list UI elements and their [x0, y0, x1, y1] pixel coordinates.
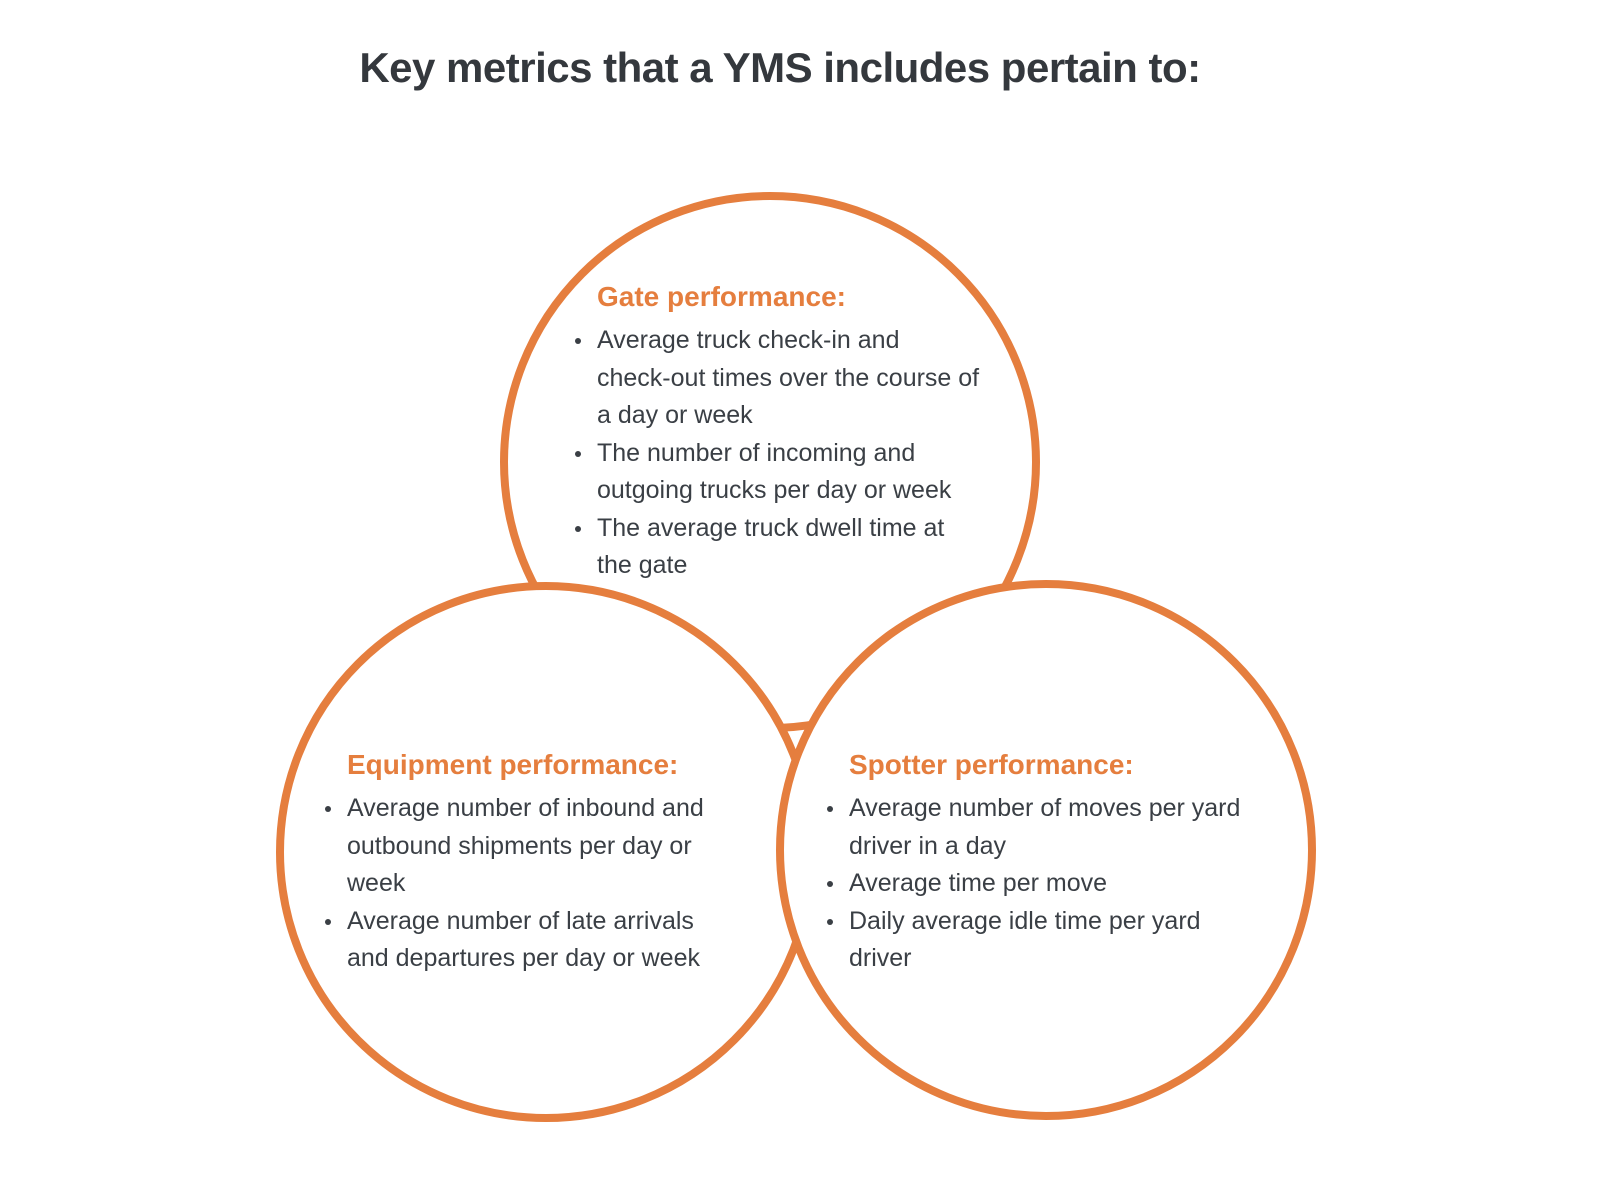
gate-bullet-list: Average truck check-in and check-out tim…: [568, 322, 1018, 585]
spotter-performance-section: Spotter performance: Average number of m…: [820, 746, 1285, 978]
list-item: Average number of inbound and outbound s…: [318, 790, 748, 903]
bullet-text-line: driver in a day: [849, 831, 1007, 860]
bullet-text-line: driver: [849, 944, 912, 972]
bullet-text-line: a day or week: [597, 401, 753, 429]
bullet-text-line: Average time per move: [849, 869, 1107, 897]
bullet-text-line: check-out times over the course of: [597, 363, 980, 392]
equipment-performance-section: Equipment performance: Average number of…: [318, 746, 748, 978]
bullet-text-line: Average number of late arrivals: [347, 906, 694, 935]
bullet-text-line: Daily average idle time per yard: [849, 906, 1201, 935]
equipment-bullet-list: Average number of inbound and outbound s…: [318, 790, 748, 978]
spotter-heading: Spotter performance:: [849, 749, 1134, 780]
list-item: Average truck check-in and check-out tim…: [568, 322, 1018, 435]
list-item: Average time per move: [820, 865, 1285, 903]
bullet-text-line: Average truck check-in and: [597, 326, 900, 354]
page-title: Key metrics that a YMS includes pertain …: [359, 44, 1201, 91]
spotter-bullet-list: Average number of moves per yard driver …: [820, 790, 1285, 978]
bullet-text-line: the gate: [597, 551, 688, 579]
bullet-text-line: and departures per day or week: [347, 944, 700, 972]
bullet-text-line: outbound shipments per day or: [347, 831, 692, 860]
gate-heading: Gate performance:: [597, 281, 846, 312]
bullet-text-line: Average number of inbound and: [347, 794, 704, 822]
bullet-text-line: The number of incoming and: [597, 438, 916, 467]
bullet-text-line: outgoing trucks per day or week: [597, 476, 952, 504]
list-item: The average truck dwell time at the gate: [568, 510, 1018, 585]
bullet-text-line: Average number of moves per yard: [849, 794, 1241, 822]
list-item: Average number of late arrivals and depa…: [318, 903, 748, 978]
spotter-circle: [776, 580, 1316, 1120]
gate-performance-section: Gate performance: Average truck check-in…: [568, 278, 1018, 585]
list-item: Average number of moves per yard driver …: [820, 790, 1285, 865]
list-item: The number of incoming and outgoing truc…: [568, 435, 1018, 510]
equipment-heading: Equipment performance:: [347, 749, 679, 780]
list-item: Daily average idle time per yard driver: [820, 903, 1285, 978]
bullet-text-line: The average truck dwell time at: [597, 513, 945, 542]
bullet-text-line: week: [347, 869, 406, 897]
